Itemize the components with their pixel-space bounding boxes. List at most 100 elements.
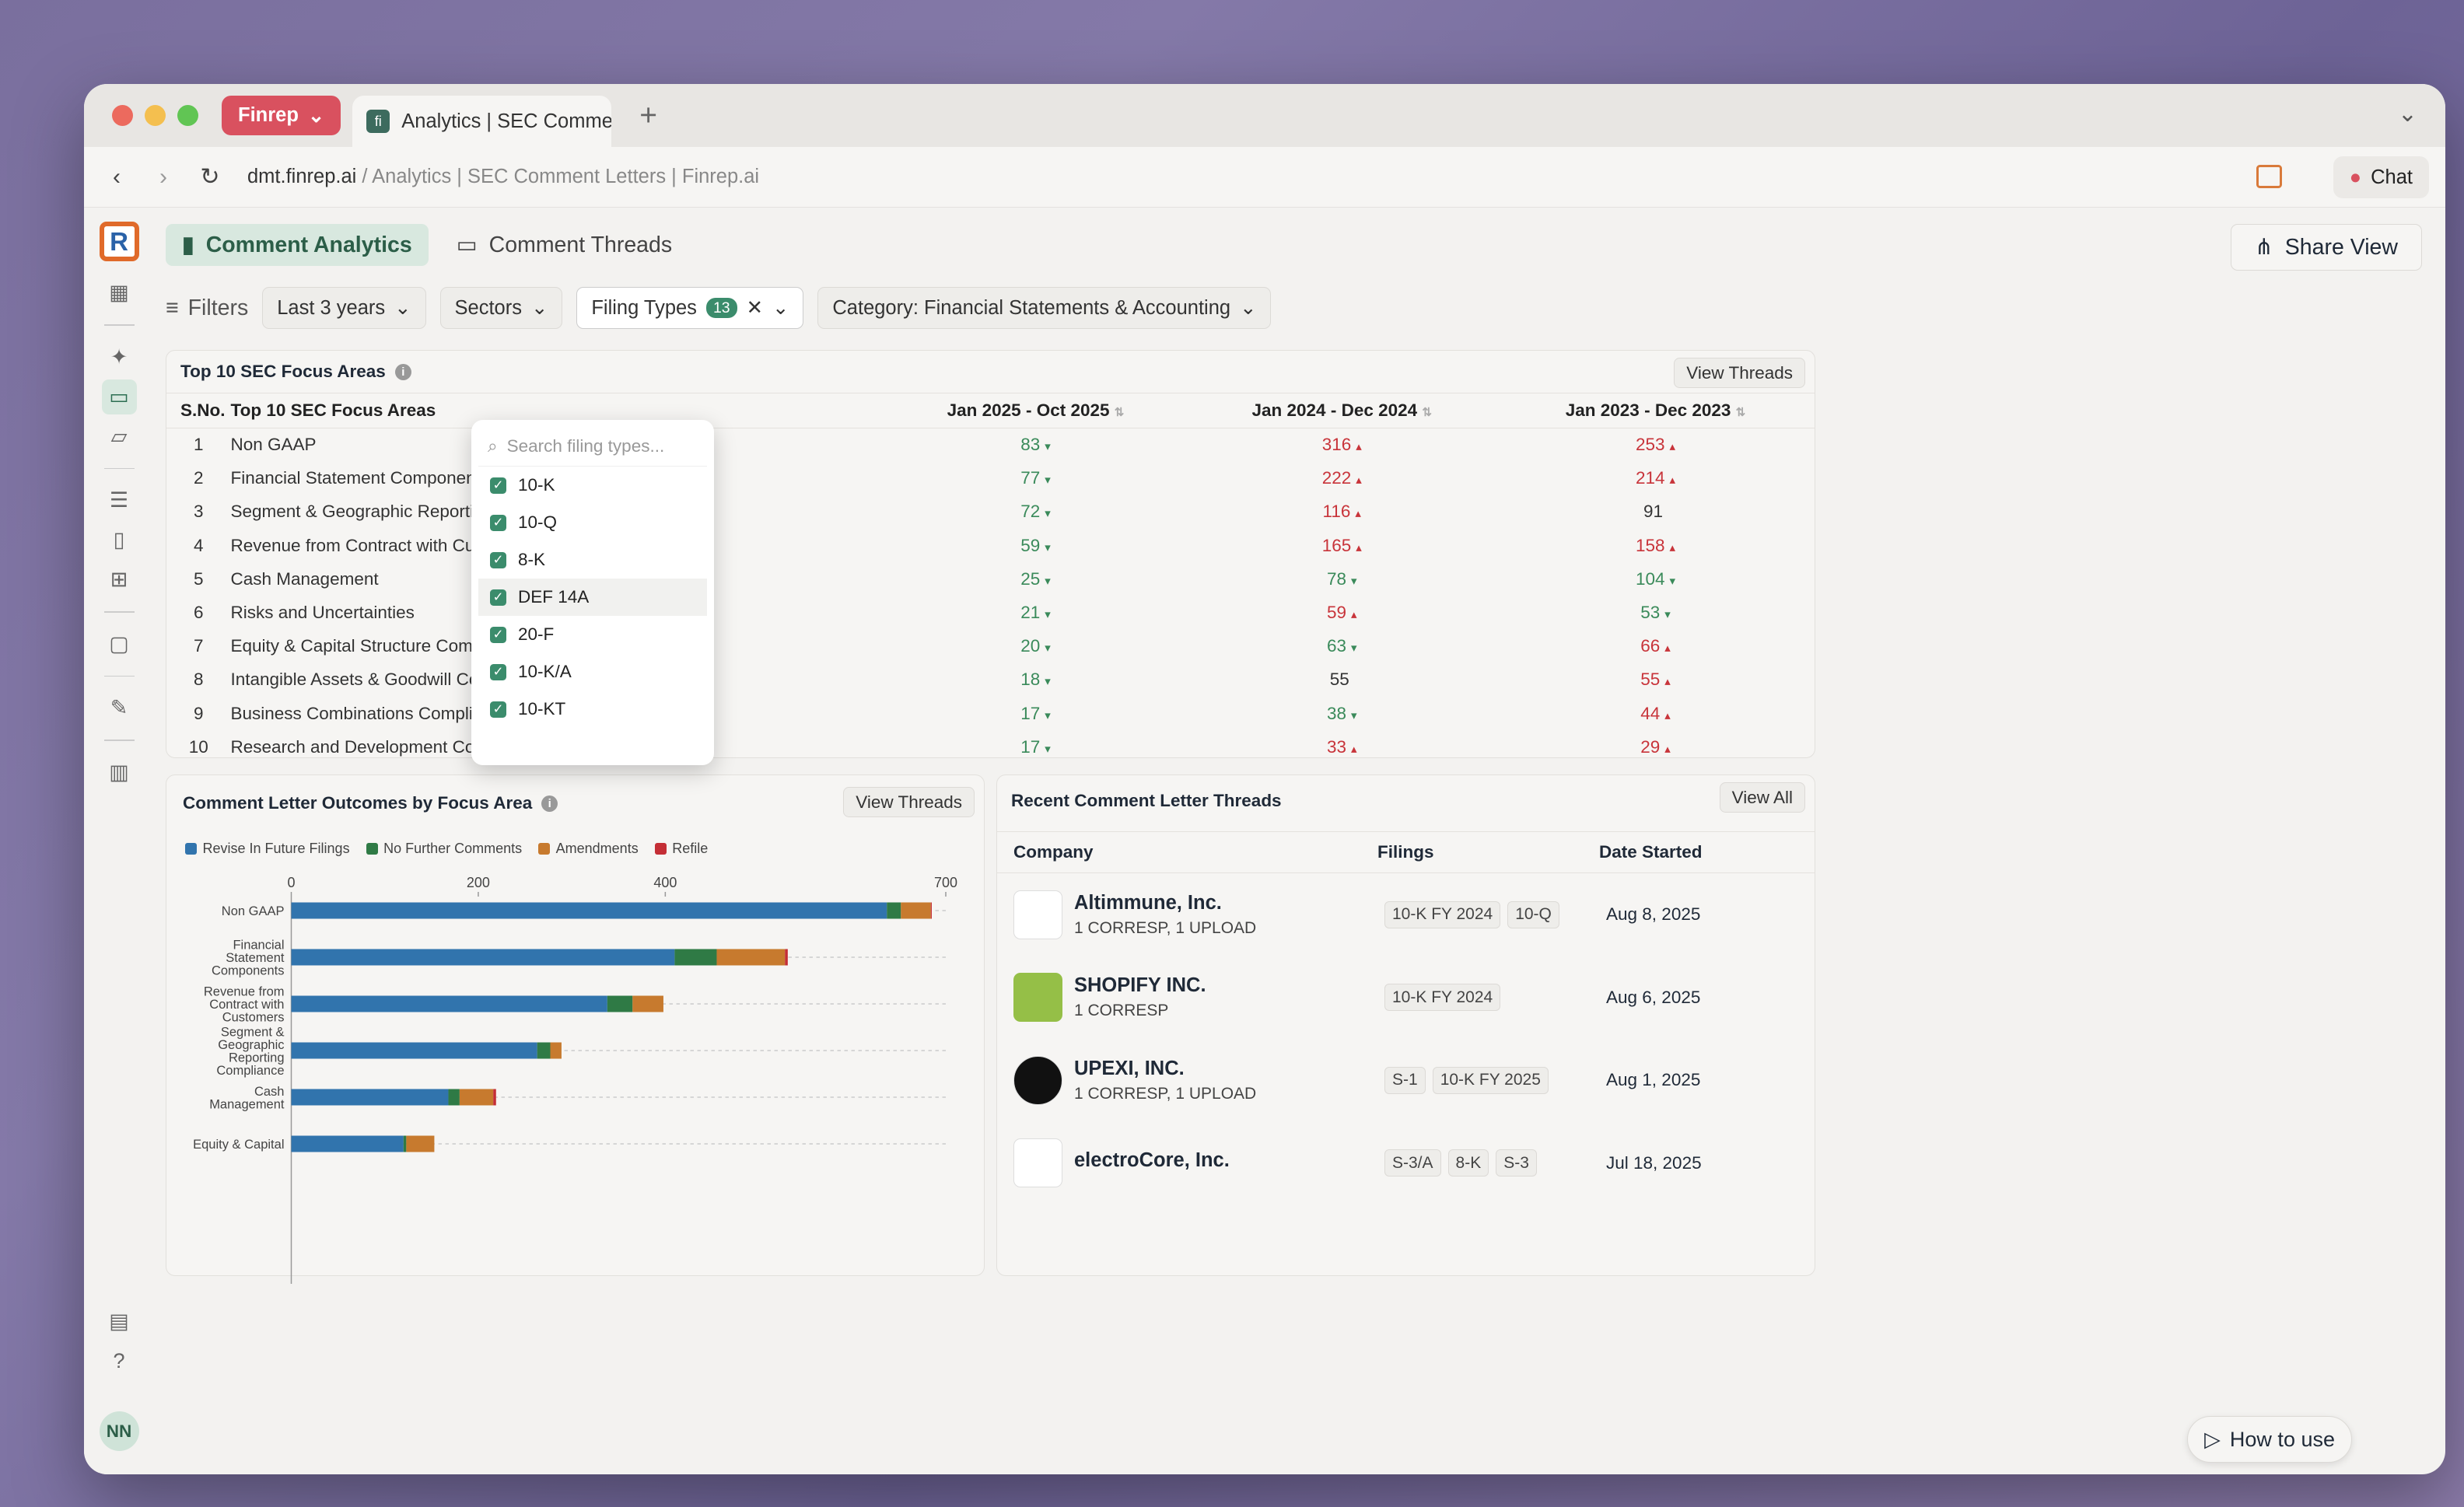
table-row[interactable]: 2 Financial Statement Components 77 ▾ 222 ▴ 21…: [166, 462, 1815, 495]
thread-row[interactable]: Altimmune, Inc. 1 CORRESP, 1 UPLOAD 10-K F…: [997, 873, 1815, 956]
document-icon[interactable]: ▢: [109, 631, 129, 656]
back-arrow-icon[interactable]: ‹: [113, 163, 121, 190]
bar-segment[interactable]: [493, 1089, 496, 1106]
table-row[interactable]: 6 Risks and Uncertainties 21 ▾ 59 ▴ 53 ▾: [166, 596, 1815, 629]
checkbox-checked-icon[interactable]: ✓: [490, 626, 506, 643]
book-icon[interactable]: ▤: [109, 1309, 129, 1333]
bar-segment[interactable]: [674, 949, 717, 966]
bar-segment[interactable]: [550, 1042, 562, 1059]
sparkle-icon[interactable]: ✦: [110, 344, 128, 369]
col-2025[interactable]: Jan 2025 - Oct 2025 ⇅: [884, 392, 1188, 429]
bar-segment[interactable]: [406, 1135, 435, 1152]
thread-row[interactable]: UPEXI, INC. 1 CORRESP, 1 UPLOAD S-1 10-K FY…: [997, 1039, 1815, 1122]
minimize-window-button[interactable]: [145, 105, 166, 126]
filing-tag[interactable]: 10-K FY 2024: [1384, 984, 1501, 1012]
filing-tag[interactable]: S-3/A: [1384, 1149, 1441, 1177]
finrep-logo[interactable]: R: [99, 222, 139, 261]
bar-segment[interactable]: [459, 1089, 494, 1106]
view-threads-button[interactable]: View Threads: [843, 787, 975, 817]
checklist-icon[interactable]: ☰: [109, 488, 129, 512]
browser-tab-active[interactable]: fi Analytics | SEC Comme: [352, 96, 612, 147]
info-icon[interactable]: i: [541, 795, 558, 812]
bar-segment[interactable]: [785, 949, 788, 966]
checkbox-checked-icon[interactable]: ✓: [490, 663, 506, 680]
filing-types-filter[interactable]: Filing Types 13 ✕ ⌄: [576, 287, 804, 329]
table-row[interactable]: 1 Non GAAP 83 ▾ 316 ▴ 253 ▴: [166, 428, 1815, 462]
close-window-button[interactable]: [112, 105, 133, 126]
bar-segment[interactable]: [887, 902, 901, 919]
checkbox-checked-icon[interactable]: ✓: [490, 701, 506, 718]
checkbox-checked-icon[interactable]: ✓: [490, 514, 506, 531]
category-filter[interactable]: Category: Financial Statements & Account…: [817, 287, 1272, 329]
book-open-icon[interactable]: ▯: [113, 528, 125, 551]
clear-x-icon[interactable]: ✕: [746, 297, 764, 319]
table-row[interactable]: 8 Intangible Assets & Goodwill Compliance…: [166, 663, 1815, 697]
filing-search-field[interactable]: ⌕ Search filing types...: [478, 427, 707, 467]
bar-segment[interactable]: [291, 995, 607, 1012]
bar-segment[interactable]: [291, 949, 675, 966]
filing-type-option[interactable]: ✓ 10-K/A: [478, 653, 707, 691]
filing-type-option[interactable]: ✓ 10-KT: [478, 691, 707, 728]
dashboard-icon[interactable]: ▦: [109, 281, 129, 304]
bar-segment[interactable]: [448, 1089, 460, 1106]
chat-button[interactable]: ● Chat: [2333, 156, 2429, 198]
tab-comment-threads[interactable]: ▭ Comment Threads: [440, 224, 688, 266]
checkbox-checked-icon[interactable]: ✓: [490, 551, 506, 568]
bar-segment[interactable]: [291, 1135, 404, 1152]
zoom-window-button[interactable]: [177, 105, 198, 126]
grid-icon[interactable]: ⊞: [110, 568, 128, 591]
bar-segment[interactable]: [632, 995, 663, 1012]
how-to-use-button[interactable]: ▷ How to use: [2187, 1416, 2352, 1463]
sectors-filter[interactable]: Sectors ⌄: [439, 287, 563, 329]
info-icon[interactable]: i: [394, 363, 411, 380]
filing-tag[interactable]: 8-K: [1447, 1149, 1489, 1177]
table-row[interactable]: 9 Business Combinations Compliance 17 ▾ 38 ▾ 4…: [166, 697, 1815, 730]
filing-type-option[interactable]: ✓ 10-Q: [478, 504, 707, 541]
checkbox-checked-icon[interactable]: ✓: [490, 589, 506, 606]
legend-item[interactable]: Revise In Future Filings: [185, 841, 350, 857]
analytics-icon[interactable]: ▥: [109, 760, 129, 784]
bar-segment[interactable]: [291, 1089, 449, 1106]
filing-tag[interactable]: 10-K FY 2024: [1384, 900, 1501, 928]
avatar[interactable]: NN: [99, 1411, 139, 1451]
forward-arrow-icon[interactable]: ›: [159, 163, 167, 190]
table-row[interactable]: 3 Segment & Geographic Reporting 72 ▾ 116 ▴ 91: [166, 495, 1815, 529]
legend-item[interactable]: Amendments: [538, 841, 639, 857]
table-row[interactable]: 10 Research and Development Compliance 17 ▾…: [166, 730, 1815, 764]
col-2023[interactable]: Jan 2023 - Dec 2023 ⇅: [1496, 392, 1815, 429]
filing-type-option[interactable]: ✓ 10-K: [478, 467, 707, 504]
layout-icon[interactable]: [2256, 164, 2282, 188]
bar-segment[interactable]: [607, 995, 633, 1012]
legend-item[interactable]: Refile: [654, 841, 708, 857]
filing-type-option[interactable]: ✓ 8-K: [478, 541, 707, 579]
filing-type-option[interactable]: ✓ 20-F: [478, 616, 707, 653]
tab-group-finrep[interactable]: Finrep ⌄: [222, 96, 341, 135]
reload-icon[interactable]: ↻: [200, 164, 220, 190]
filing-tag[interactable]: 10-Q: [1507, 900, 1559, 928]
bar-segment[interactable]: [291, 902, 887, 919]
bar-segment[interactable]: [901, 902, 931, 919]
chevron-down-icon[interactable]: ⌄: [772, 297, 789, 319]
bar-segment[interactable]: [930, 902, 932, 919]
filing-tag[interactable]: S-3: [1496, 1149, 1537, 1177]
filing-tag[interactable]: S-1: [1384, 1066, 1426, 1094]
table-row[interactable]: 5 Cash Management 25 ▾ 78 ▾ 104 ▾: [166, 562, 1815, 596]
bar-segment[interactable]: [716, 949, 786, 966]
pen-icon[interactable]: ✎: [110, 696, 128, 719]
view-threads-button[interactable]: View Threads: [1674, 358, 1805, 388]
table-row[interactable]: 4 Revenue from Contract with Custo 59 ▾ 165 ▴…: [166, 529, 1815, 562]
bar-segment[interactable]: [291, 1042, 537, 1059]
col-2024[interactable]: Jan 2024 - Dec 2024 ⇅: [1187, 392, 1496, 429]
filing-tag[interactable]: 10-K FY 2025: [1432, 1066, 1549, 1094]
tab-list-chevron-icon[interactable]: ⌄: [2397, 101, 2417, 127]
checkbox-checked-icon[interactable]: ✓: [490, 477, 506, 494]
company-name[interactable]: UPEXI, INC.: [1074, 1057, 1185, 1079]
thread-row[interactable]: electroCore, Inc. S-3/A 8-K S-3 Jul 18, 2025: [997, 1122, 1815, 1205]
company-name[interactable]: SHOPIFY INC.: [1074, 974, 1206, 997]
legend-item[interactable]: No Further Comments: [366, 841, 522, 857]
new-tab-button[interactable]: +: [639, 98, 658, 132]
tab-comment-analytics[interactable]: ▮ Comment Analytics: [166, 224, 429, 266]
comment-icon[interactable]: ▭: [101, 379, 137, 414]
view-all-button[interactable]: View All: [1719, 782, 1805, 813]
share-view-button[interactable]: ⋔ Share View: [2230, 224, 2422, 271]
